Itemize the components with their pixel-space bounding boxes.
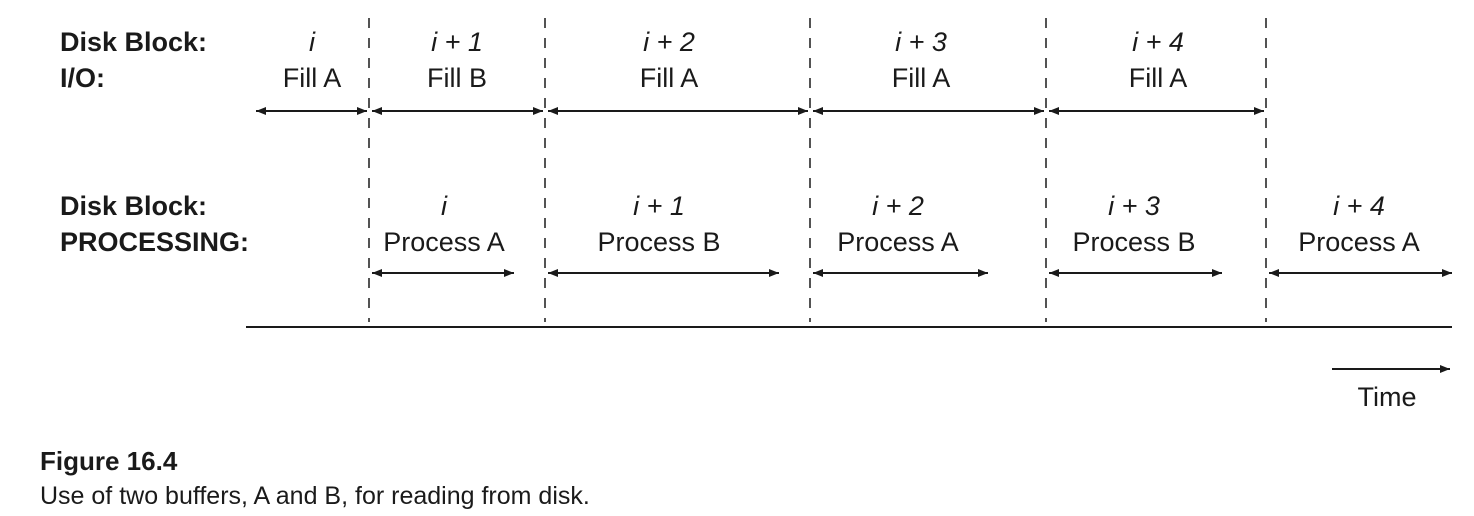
proc-op-label: Process B	[597, 227, 720, 257]
proc-block-label: i	[441, 191, 448, 221]
proc-op-label: Process A	[1298, 227, 1420, 257]
proc-block-label: i + 2	[872, 191, 924, 221]
figure-caption: Use of two buffers, A and B, for reading…	[40, 482, 590, 510]
proc-segment: i + 2 Process A	[813, 191, 988, 277]
proc-header-line2: PROCESSING:	[60, 227, 249, 257]
proc-op-label: Process A	[383, 227, 505, 257]
io-segment: i + 2 Fill A	[548, 27, 808, 115]
proc-block-label: i + 1	[633, 191, 685, 221]
proc-segment: i + 1 Process B	[548, 191, 779, 277]
io-block-label: i	[309, 27, 316, 57]
proc-op-label: Process B	[1072, 227, 1195, 257]
io-op-label: Fill A	[640, 63, 699, 93]
io-block-label: i + 3	[895, 27, 947, 57]
time-label: Time	[1358, 382, 1417, 412]
io-block-label: i + 1	[431, 27, 483, 57]
io-header-line1: Disk Block:	[60, 27, 207, 57]
proc-header-line1: Disk Block:	[60, 191, 207, 221]
io-block-label: i + 4	[1132, 27, 1184, 57]
proc-block-label: i + 3	[1108, 191, 1160, 221]
io-header-line2: I/O:	[60, 63, 105, 93]
proc-segment: i Process A	[372, 191, 514, 277]
io-op-label: Fill A	[1129, 63, 1188, 93]
io-op-label: Fill A	[283, 63, 342, 93]
io-segment: i + 1 Fill B	[372, 27, 543, 115]
figure-title: Figure 16.4	[40, 446, 178, 476]
io-op-label: Fill A	[892, 63, 951, 93]
io-op-label: Fill B	[427, 63, 487, 93]
io-segment: i Fill A	[256, 27, 367, 115]
double-buffering-diagram: Disk Block: I/O: Disk Block: PROCESSING:…	[60, 18, 1452, 412]
io-block-label: i + 2	[643, 27, 695, 57]
proc-block-label: i + 4	[1333, 191, 1385, 221]
proc-segment: i + 4 Process A	[1269, 191, 1452, 277]
proc-op-label: Process A	[837, 227, 959, 257]
io-segment: i + 4 Fill A	[1049, 27, 1264, 115]
io-segment: i + 3 Fill A	[813, 27, 1044, 115]
proc-segment: i + 3 Process B	[1049, 191, 1222, 277]
